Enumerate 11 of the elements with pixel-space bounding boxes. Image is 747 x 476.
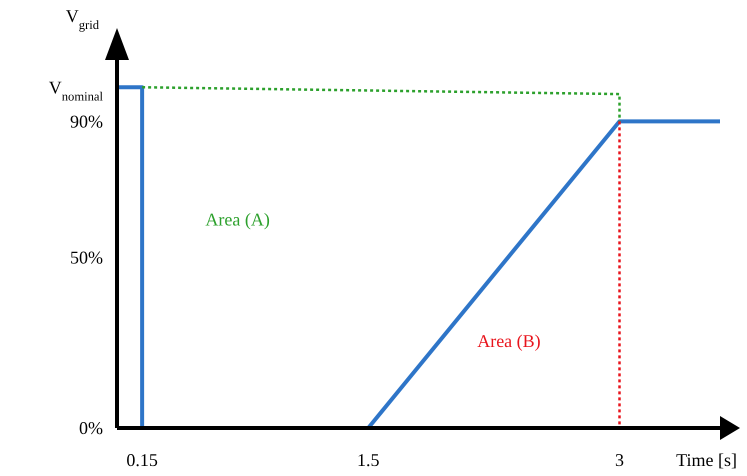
x-tick-label: 3 — [615, 450, 624, 470]
y-tick-label: 90% — [70, 111, 103, 132]
x-axis-title: Time [s] — [676, 450, 737, 470]
x-tick-label: 1.5 — [357, 450, 380, 470]
annotation: Area (B) — [477, 331, 541, 352]
y-axis-title: V$_{grid}$ — [66, 6, 100, 32]
y-tick-label: V$_{nominal}$ — [48, 77, 104, 104]
x-tick-label: 0.15 — [126, 450, 158, 470]
annotation: Area (A) — [205, 210, 270, 230]
y-tick-label: 0% — [79, 418, 103, 438]
y-tick-label: 50% — [70, 248, 103, 268]
